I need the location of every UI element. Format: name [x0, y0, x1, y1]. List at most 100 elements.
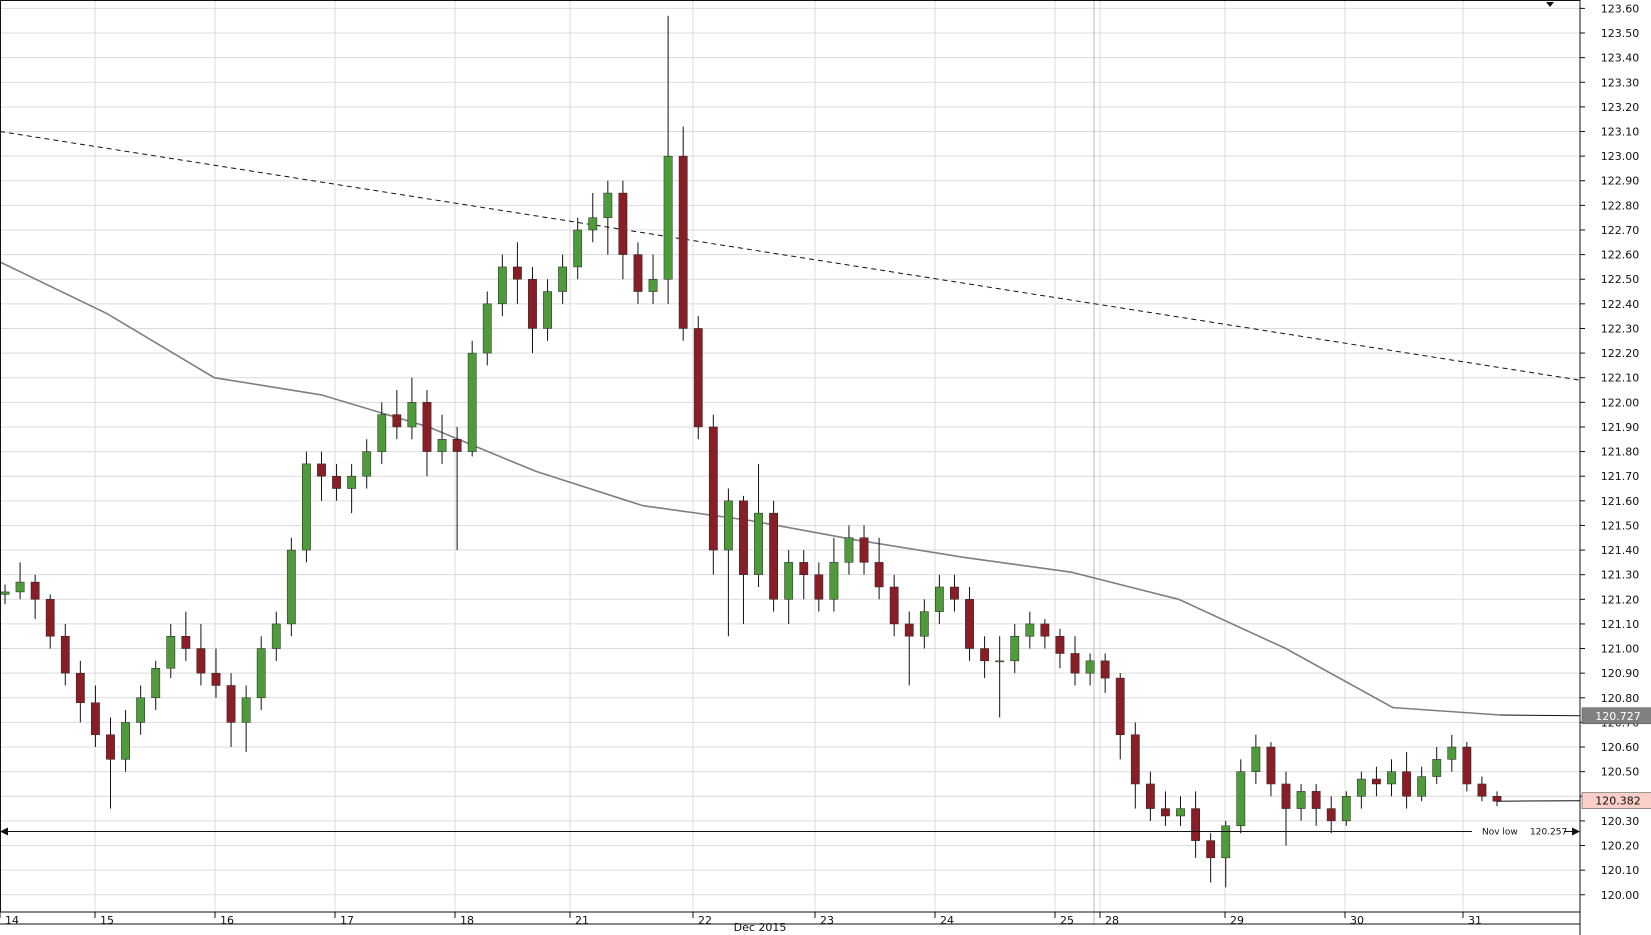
x-axis: 14 15 16 17 18 21 22 23 24 25 28 29 30 31 — [0, 912, 1482, 927]
candle-body — [1266, 746, 1276, 785]
candle-body — [226, 685, 236, 723]
candle-body — [45, 599, 55, 637]
y-tick-label: 120.10 — [1601, 864, 1640, 877]
y-tick-label: 121.00 — [1601, 643, 1640, 656]
candle-body — [0, 591, 10, 595]
x-tick-label: 21 — [575, 914, 589, 927]
y-tick-label: 121.10 — [1601, 618, 1640, 631]
right-arrow-icon — [1572, 827, 1580, 836]
candles — [0, 15, 1502, 888]
y-tick-label: 122.00 — [1601, 396, 1640, 409]
x-tick-label: 25 — [1060, 914, 1074, 927]
candle-body — [392, 414, 402, 428]
x-tick-label: 30 — [1350, 914, 1364, 927]
candle-body — [75, 672, 85, 703]
x-tick-label: 24 — [940, 914, 954, 927]
y-tick-label: 121.80 — [1601, 446, 1640, 459]
price-tag-label: 120.382 — [1595, 795, 1641, 808]
grid-lines — [0, 1, 1580, 924]
candle-body — [286, 549, 296, 625]
annotation-bg — [1472, 824, 1564, 839]
x-tick-label: 15 — [100, 914, 114, 927]
y-tick-label: 123.50 — [1601, 27, 1640, 40]
candle-body — [1040, 623, 1050, 637]
candle-body — [1417, 776, 1427, 797]
candle-body — [1010, 635, 1020, 662]
nov-low-line: Nov low 120.257 — [0, 824, 1580, 839]
x-tick-label: 18 — [460, 914, 474, 927]
y-tick-label: 123.20 — [1601, 101, 1640, 114]
candle-body — [317, 463, 326, 477]
candle-body — [1070, 653, 1080, 674]
candle-body — [543, 291, 552, 329]
candle-body — [558, 266, 568, 292]
candle-body — [166, 635, 176, 669]
y-tick-label: 123.40 — [1601, 52, 1640, 65]
candle-body — [1100, 660, 1110, 679]
candle-body — [211, 672, 221, 686]
candle-body — [1055, 635, 1065, 654]
x-tick-label: 31 — [1468, 914, 1482, 927]
left-arrow-icon — [0, 827, 8, 836]
x-tick-label: 22 — [698, 914, 712, 927]
candle-body — [1462, 746, 1472, 785]
price-tag-box — [1581, 792, 1651, 810]
candle-body — [1387, 771, 1396, 785]
x-tick-label: 14 — [5, 914, 19, 927]
candle-body — [271, 623, 281, 649]
y-tick-label: 120.00 — [1601, 889, 1640, 902]
candle-body — [1085, 660, 1095, 674]
candle-body — [497, 266, 507, 305]
y-tick-label: 120.20 — [1601, 840, 1640, 853]
candle-body — [151, 667, 161, 699]
candle-body — [618, 192, 628, 255]
candle-body — [467, 352, 477, 452]
candle-body — [769, 512, 779, 600]
candle-body — [723, 500, 733, 551]
candle-body — [1191, 808, 1200, 841]
price-tags: 120.727 120.382 — [1496, 707, 1651, 810]
y-tick-label: 121.30 — [1601, 569, 1640, 582]
candle-body — [332, 475, 341, 489]
candle-body — [573, 229, 583, 268]
y-tick-label: 122.80 — [1601, 199, 1640, 212]
candle-body — [422, 402, 432, 452]
candle-body — [1311, 791, 1321, 809]
y-tick-label: 120.50 — [1601, 766, 1640, 779]
candle-body — [965, 599, 974, 649]
candle-body — [30, 581, 40, 600]
candle-body — [784, 562, 794, 600]
y-tick-label: 120.60 — [1601, 741, 1640, 754]
candle-body — [1145, 783, 1155, 809]
candle-body — [1326, 808, 1336, 822]
y-tick-label: 122.40 — [1601, 298, 1640, 311]
candle-body — [528, 278, 537, 329]
y-tick-label: 120.30 — [1601, 815, 1640, 828]
candle-body — [1130, 734, 1140, 785]
y-tick-label: 123.30 — [1601, 76, 1640, 89]
y-tick-label: 121.50 — [1601, 519, 1640, 532]
candle-body — [603, 192, 613, 218]
candle-body — [377, 414, 387, 452]
candle-body — [91, 702, 100, 735]
annotation-label: Nov low — [1482, 827, 1518, 837]
candle-body — [347, 475, 357, 489]
candle-body — [633, 254, 643, 292]
candle-body — [106, 734, 115, 760]
candle-body — [663, 155, 673, 280]
candle-body — [256, 648, 266, 699]
y-tick-label: 122.30 — [1601, 322, 1640, 335]
candle-body — [934, 586, 944, 612]
candle-body — [121, 722, 130, 760]
candle-body — [1176, 808, 1185, 817]
y-tick-label: 121.40 — [1601, 544, 1640, 557]
candle-body — [1206, 840, 1216, 859]
y-tick-label: 123.00 — [1601, 150, 1640, 163]
candle-body — [754, 512, 763, 575]
candle-body — [1447, 746, 1457, 760]
y-tick-label: 122.20 — [1601, 347, 1640, 360]
candle-body — [693, 328, 703, 428]
candle-body — [1356, 778, 1366, 797]
candle-body — [980, 648, 989, 662]
candle-body — [919, 611, 929, 637]
